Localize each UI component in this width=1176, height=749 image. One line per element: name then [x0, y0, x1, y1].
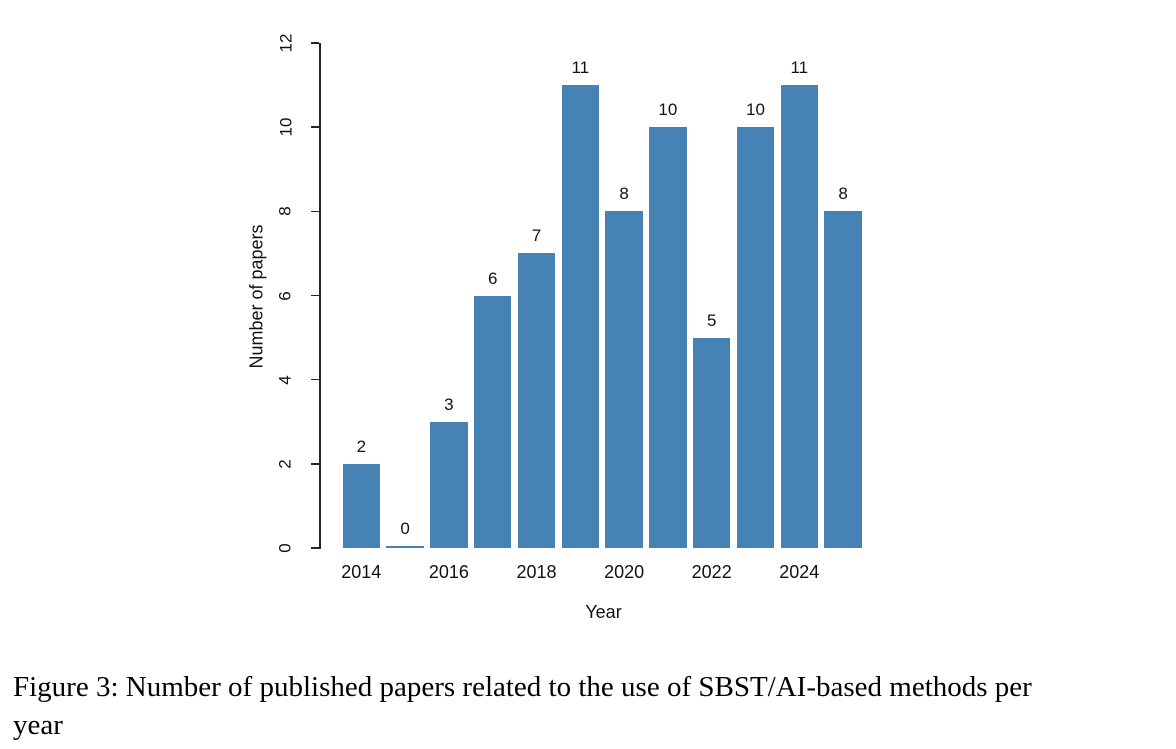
- bar-2018: [517, 253, 556, 548]
- bar-2019: [561, 85, 600, 548]
- y-tick-label: 12: [275, 33, 295, 53]
- bar-value-label: 11: [571, 58, 590, 78]
- bar-value-label: 11: [790, 58, 809, 78]
- bar-2015: [386, 546, 424, 548]
- y-tick-mark: [311, 126, 319, 128]
- y-tick-mark: [311, 378, 319, 381]
- bar-value-label: 8: [619, 184, 629, 204]
- y-axis-line: [319, 43, 321, 549]
- y-tick-label: 4: [276, 374, 295, 385]
- y-tick-mark: [311, 547, 319, 549]
- y-axis-title-text: Number of papers: [246, 223, 267, 369]
- y-tick-mark: [311, 294, 319, 297]
- bar-2025: [824, 211, 862, 548]
- y-tick-label: 6: [276, 290, 295, 301]
- figure-caption-line-1: Figure 3: Number of published papers rel…: [13, 671, 1032, 703]
- y-tick-label: 8: [276, 206, 295, 217]
- bar-value-label: 5: [706, 310, 717, 330]
- bar-value-label: 6: [487, 268, 498, 288]
- y-tick-mark: [311, 210, 319, 213]
- bar-2020: [605, 211, 643, 548]
- x-axis-title-text: Year: [585, 602, 622, 622]
- bar-2023: [736, 127, 775, 548]
- figure-caption-line-2: year: [13, 709, 63, 741]
- bar-2016: [430, 421, 468, 548]
- bar-value-label: 8: [838, 184, 848, 204]
- bar-chart: Number of papers 0 2 4 6 8 10 12 2 0 3 6 7 11 8 10 5 10…: [240, 33, 862, 622]
- x-tick-label-2024: 2024: [779, 562, 820, 582]
- bar-2022: [692, 337, 731, 548]
- x-tick-label-2020: 2020: [604, 562, 645, 582]
- x-axis-title: Year: [543, 602, 664, 622]
- bar-value-label: 2: [356, 436, 367, 456]
- x-tick-label-2022: 2022: [691, 562, 732, 582]
- bar-2017: [473, 295, 512, 548]
- bar-value-label: 3: [444, 394, 454, 414]
- y-tick-mark: [311, 463, 319, 465]
- y-tick-label: 2: [276, 459, 295, 469]
- y-tick-label: 10: [275, 117, 295, 137]
- bar-value-label: 10: [658, 100, 678, 120]
- bar-2014: [342, 463, 381, 548]
- bar-2021: [649, 127, 687, 548]
- bar-value-label: 0: [400, 519, 410, 538]
- y-axis-title: Number of papers: [240, 165, 274, 427]
- bar-value-label: 7: [531, 226, 542, 246]
- bar-2024: [780, 85, 819, 548]
- x-tick-label-2014: 2014: [341, 562, 382, 582]
- x-tick-label-2016: 2016: [428, 562, 469, 582]
- y-tick-label: 0: [276, 543, 295, 553]
- bar-value-label: 10: [746, 100, 765, 120]
- x-tick-label-2018: 2018: [516, 562, 557, 582]
- figure-caption: Figure 3: Number of published papers rel…: [13, 668, 1169, 744]
- y-tick-mark: [311, 42, 319, 44]
